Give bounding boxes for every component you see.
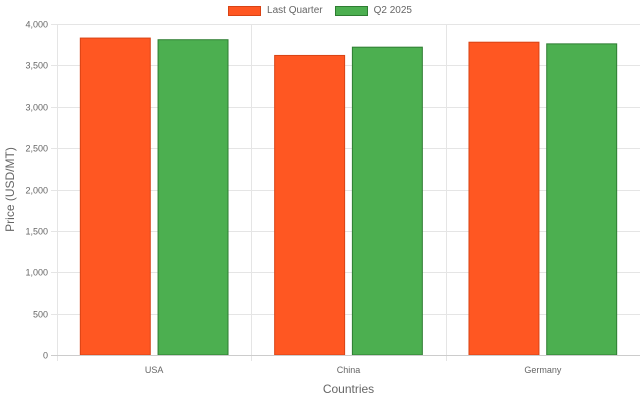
y-tick-label: 3,500: [25, 61, 48, 71]
legend-swatch-q2-2025: [334, 5, 368, 16]
x-tick-label: USA: [145, 365, 164, 375]
legend-item-last-quarter[interactable]: Last Quarter: [228, 5, 323, 16]
x-tick-label: Germany: [524, 365, 562, 375]
bar-germany-q2-2025[interactable]: [546, 43, 618, 356]
legend-item-q2-2025[interactable]: Q2 2025: [334, 5, 412, 16]
legend-label-q2-2025: Q2 2025: [373, 5, 412, 16]
chart-legend: Last Quarter Q2 2025: [0, 5, 640, 16]
legend-swatch-last-quarter: [228, 5, 262, 16]
y-tick-label: 2,000: [25, 186, 48, 196]
bar-germany-last-quarter[interactable]: [468, 41, 540, 356]
y-tick-label: 1,000: [25, 268, 48, 278]
y-tick-label: 2,500: [25, 144, 48, 154]
y-tick-label: 0: [43, 351, 48, 361]
bar-group: [79, 37, 618, 356]
bar-usa-q2-2025[interactable]: [157, 39, 229, 356]
bar-usa-last-quarter[interactable]: [79, 37, 151, 356]
bar-china-last-quarter[interactable]: [274, 54, 346, 356]
legend-label-last-quarter: Last Quarter: [267, 5, 323, 16]
y-axis-title: Price (USD/MT): [3, 147, 17, 232]
y-tick-label: 1,500: [25, 227, 48, 237]
tick-labels: 0 500 1,000 1,500 2,000 2,500 3,000 3,500 4,000 U…: [25, 20, 561, 376]
x-tick-label: China: [337, 365, 361, 375]
x-axis-title: Countries: [323, 382, 374, 396]
y-tick-label: 4,000: [25, 20, 48, 30]
y-tick-label: 3,000: [25, 103, 48, 113]
y-tick-label: 500: [33, 310, 48, 320]
bar-china-q2-2025[interactable]: [351, 46, 423, 356]
